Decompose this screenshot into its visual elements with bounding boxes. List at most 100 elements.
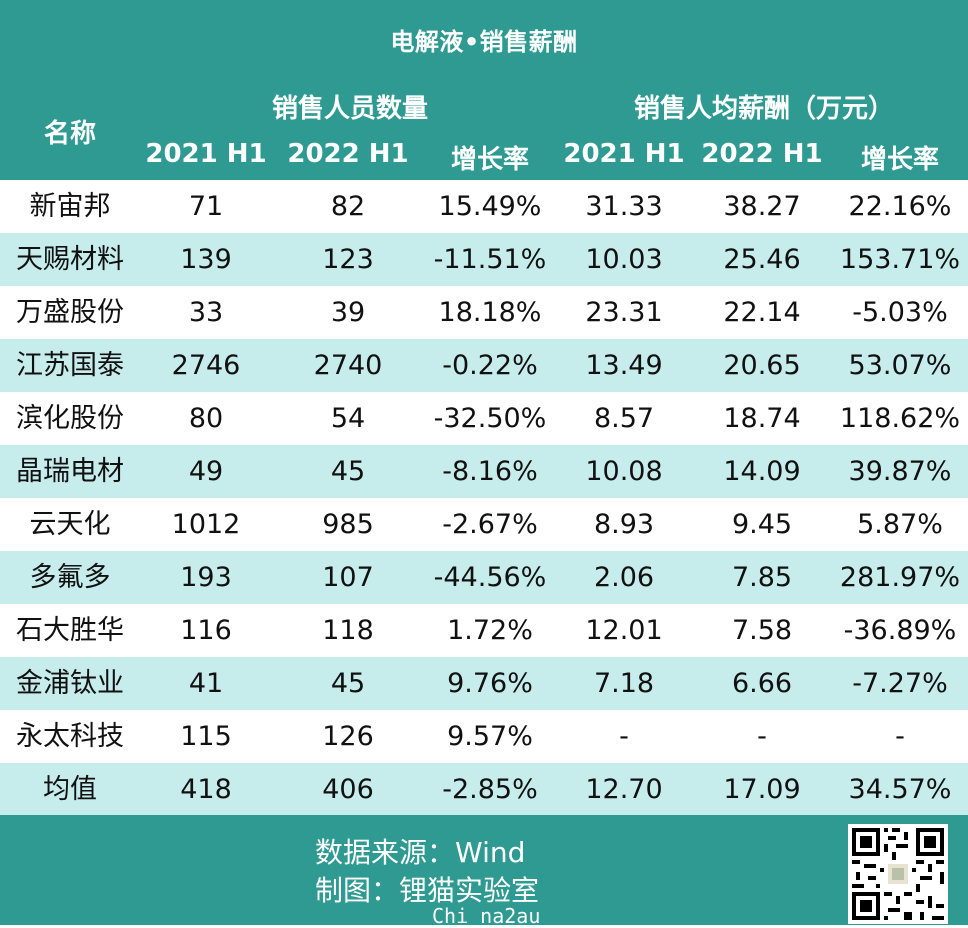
data-source: 数据来源：Wind	[315, 836, 526, 869]
salary-2021: 23.31	[585, 297, 663, 328]
group-header-salary: 销售人均薪酬（万元）	[633, 94, 894, 124]
table-row: 江苏国泰 2746 2740 -0.22% 13.49 20.65 53.07%	[0, 339, 968, 392]
table-row: 石大胜华 116 118 1.72% 12.01 7.58 -36.89%	[0, 604, 968, 657]
headcount-2022: 82	[330, 191, 366, 222]
salary-2021: 12.01	[585, 615, 663, 646]
salary-2021: 31.33	[585, 191, 663, 222]
company-name: 云天化	[29, 509, 111, 540]
headcount-2022: 123	[322, 244, 374, 275]
company-name: 石大胜华	[16, 615, 124, 646]
table-row: 新宙邦 71 82 15.49% 31.33 38.27 22.16%	[0, 180, 968, 233]
salary-2022: 7.58	[731, 615, 793, 646]
salary-2022: 14.09	[723, 456, 801, 487]
table-header: 电解液•销售薪酬 名称 销售人员数量 销售人均薪酬（万元） 2021 H1 20…	[0, 0, 968, 180]
subheader-2022-h1-salary: 2022 H1	[701, 139, 823, 169]
headcount-2022: 54	[330, 403, 366, 434]
headcount-growth: -44.56%	[433, 562, 547, 593]
headcount-2021: 193	[180, 562, 232, 593]
salary-growth: 39.87%	[848, 456, 952, 487]
headcount-growth: -0.22%	[442, 350, 538, 381]
salary-growth: 22.16%	[848, 191, 952, 222]
headcount-2021: 71	[188, 191, 224, 222]
headcount-growth: -8.16%	[442, 456, 538, 487]
salary-2022: 6.66	[731, 668, 793, 699]
table-row: 多氟多 193 107 -44.56% 2.06 7.85 281.97%	[0, 551, 968, 604]
company-name: 新宙邦	[29, 191, 111, 222]
salary-2021: 8.93	[593, 509, 655, 540]
headcount-2021: 49	[188, 456, 224, 487]
company-name: 滨化股份	[16, 403, 124, 434]
headcount-growth: 9.76%	[447, 668, 533, 699]
company-name: 天赐材料	[16, 244, 124, 275]
salary-growth: 5.87%	[857, 509, 943, 540]
company-name: 均值	[43, 774, 97, 805]
subheader-2021-h1-headcount: 2021 H1	[145, 139, 267, 169]
salary-2022: 22.14	[723, 297, 801, 328]
headcount-2022: 45	[330, 668, 366, 699]
headcount-2021: 116	[180, 615, 232, 646]
company-name: 江苏国泰	[16, 350, 124, 381]
qr-code-icon	[848, 824, 948, 924]
headcount-2022: 126	[322, 721, 374, 752]
chart-maker: 制图：锂猫实验室	[315, 874, 540, 907]
headcount-2022: 985	[322, 509, 374, 540]
salary-2022: -	[757, 721, 767, 752]
table-row: 永太科技 115 126 9.57% - - -	[0, 710, 968, 763]
subheader-growth-salary: 增长率	[860, 145, 939, 175]
subheader-growth-headcount: 增长率	[450, 145, 529, 175]
subheader-2021-h1-salary: 2021 H1	[563, 139, 685, 169]
headcount-2021: 2746	[171, 350, 241, 381]
headcount-2021: 1012	[171, 509, 241, 540]
company-name: 多氟多	[29, 562, 111, 593]
headcount-growth: 9.57%	[447, 721, 533, 752]
salary-2021: -	[619, 721, 629, 752]
table-row: 万盛股份 33 39 18.18% 23.31 22.14 -5.03%	[0, 286, 968, 339]
salary-2021: 8.57	[593, 403, 655, 434]
headcount-2022: 406	[322, 774, 374, 805]
salary-growth: -	[895, 721, 905, 752]
headcount-growth: -2.85%	[442, 774, 538, 805]
company-name: 永太科技	[16, 721, 124, 752]
salary-growth: 118.62%	[839, 403, 961, 434]
headcount-2021: 41	[188, 668, 224, 699]
table-row-average: 均值 418 406 -2.85% 12.70 17.09 34.57%	[0, 763, 968, 816]
headcount-growth: -32.50%	[433, 403, 547, 434]
headcount-growth: 1.72%	[447, 615, 533, 646]
headcount-2022: 118	[322, 615, 374, 646]
salary-growth: 53.07%	[848, 350, 952, 381]
subheader-2022-h1-headcount: 2022 H1	[287, 139, 409, 169]
headcount-growth: -11.51%	[433, 244, 547, 275]
salary-2021: 2.06	[593, 562, 655, 593]
salary-growth: 281.97%	[839, 562, 961, 593]
salary-2022: 9.45	[731, 509, 793, 540]
salary-2021: 10.03	[585, 244, 663, 275]
company-name: 金浦钛业	[16, 668, 124, 699]
headcount-2022: 2740	[313, 350, 383, 381]
salary-growth: -7.27%	[852, 668, 948, 699]
salary-2021: 10.08	[585, 456, 663, 487]
salary-2022: 25.46	[723, 244, 801, 275]
headcount-2021: 115	[180, 721, 232, 752]
salary-2021: 7.18	[593, 668, 655, 699]
salary-growth: 153.71%	[839, 244, 961, 275]
headcount-2021: 418	[180, 774, 232, 805]
headcount-2022: 39	[330, 297, 366, 328]
salary-2021: 12.70	[585, 774, 663, 805]
salary-growth: 34.57%	[848, 774, 952, 805]
headcount-2021: 139	[180, 244, 232, 275]
salary-growth: -36.89%	[843, 615, 957, 646]
headcount-2022: 45	[330, 456, 366, 487]
salary-2021: 13.49	[585, 350, 663, 381]
company-name: 万盛股份	[16, 297, 124, 328]
table-row: 晶瑞电材 49 45 -8.16% 10.08 14.09 39.87%	[0, 445, 968, 498]
headcount-growth: 15.49%	[438, 191, 542, 222]
group-header-headcount: 销售人员数量	[271, 94, 428, 124]
company-name: 晶瑞电材	[16, 456, 124, 487]
salary-2022: 38.27	[723, 191, 801, 222]
headcount-growth: -2.67%	[442, 509, 538, 540]
table-title: 电解液•销售薪酬	[390, 28, 578, 56]
qr-code-graphic	[848, 824, 948, 924]
table-row: 云天化 1012 985 -2.67% 8.93 9.45 5.87%	[0, 498, 968, 551]
table-row: 滨化股份 80 54 -32.50% 8.57 18.74 118.62%	[0, 392, 968, 445]
